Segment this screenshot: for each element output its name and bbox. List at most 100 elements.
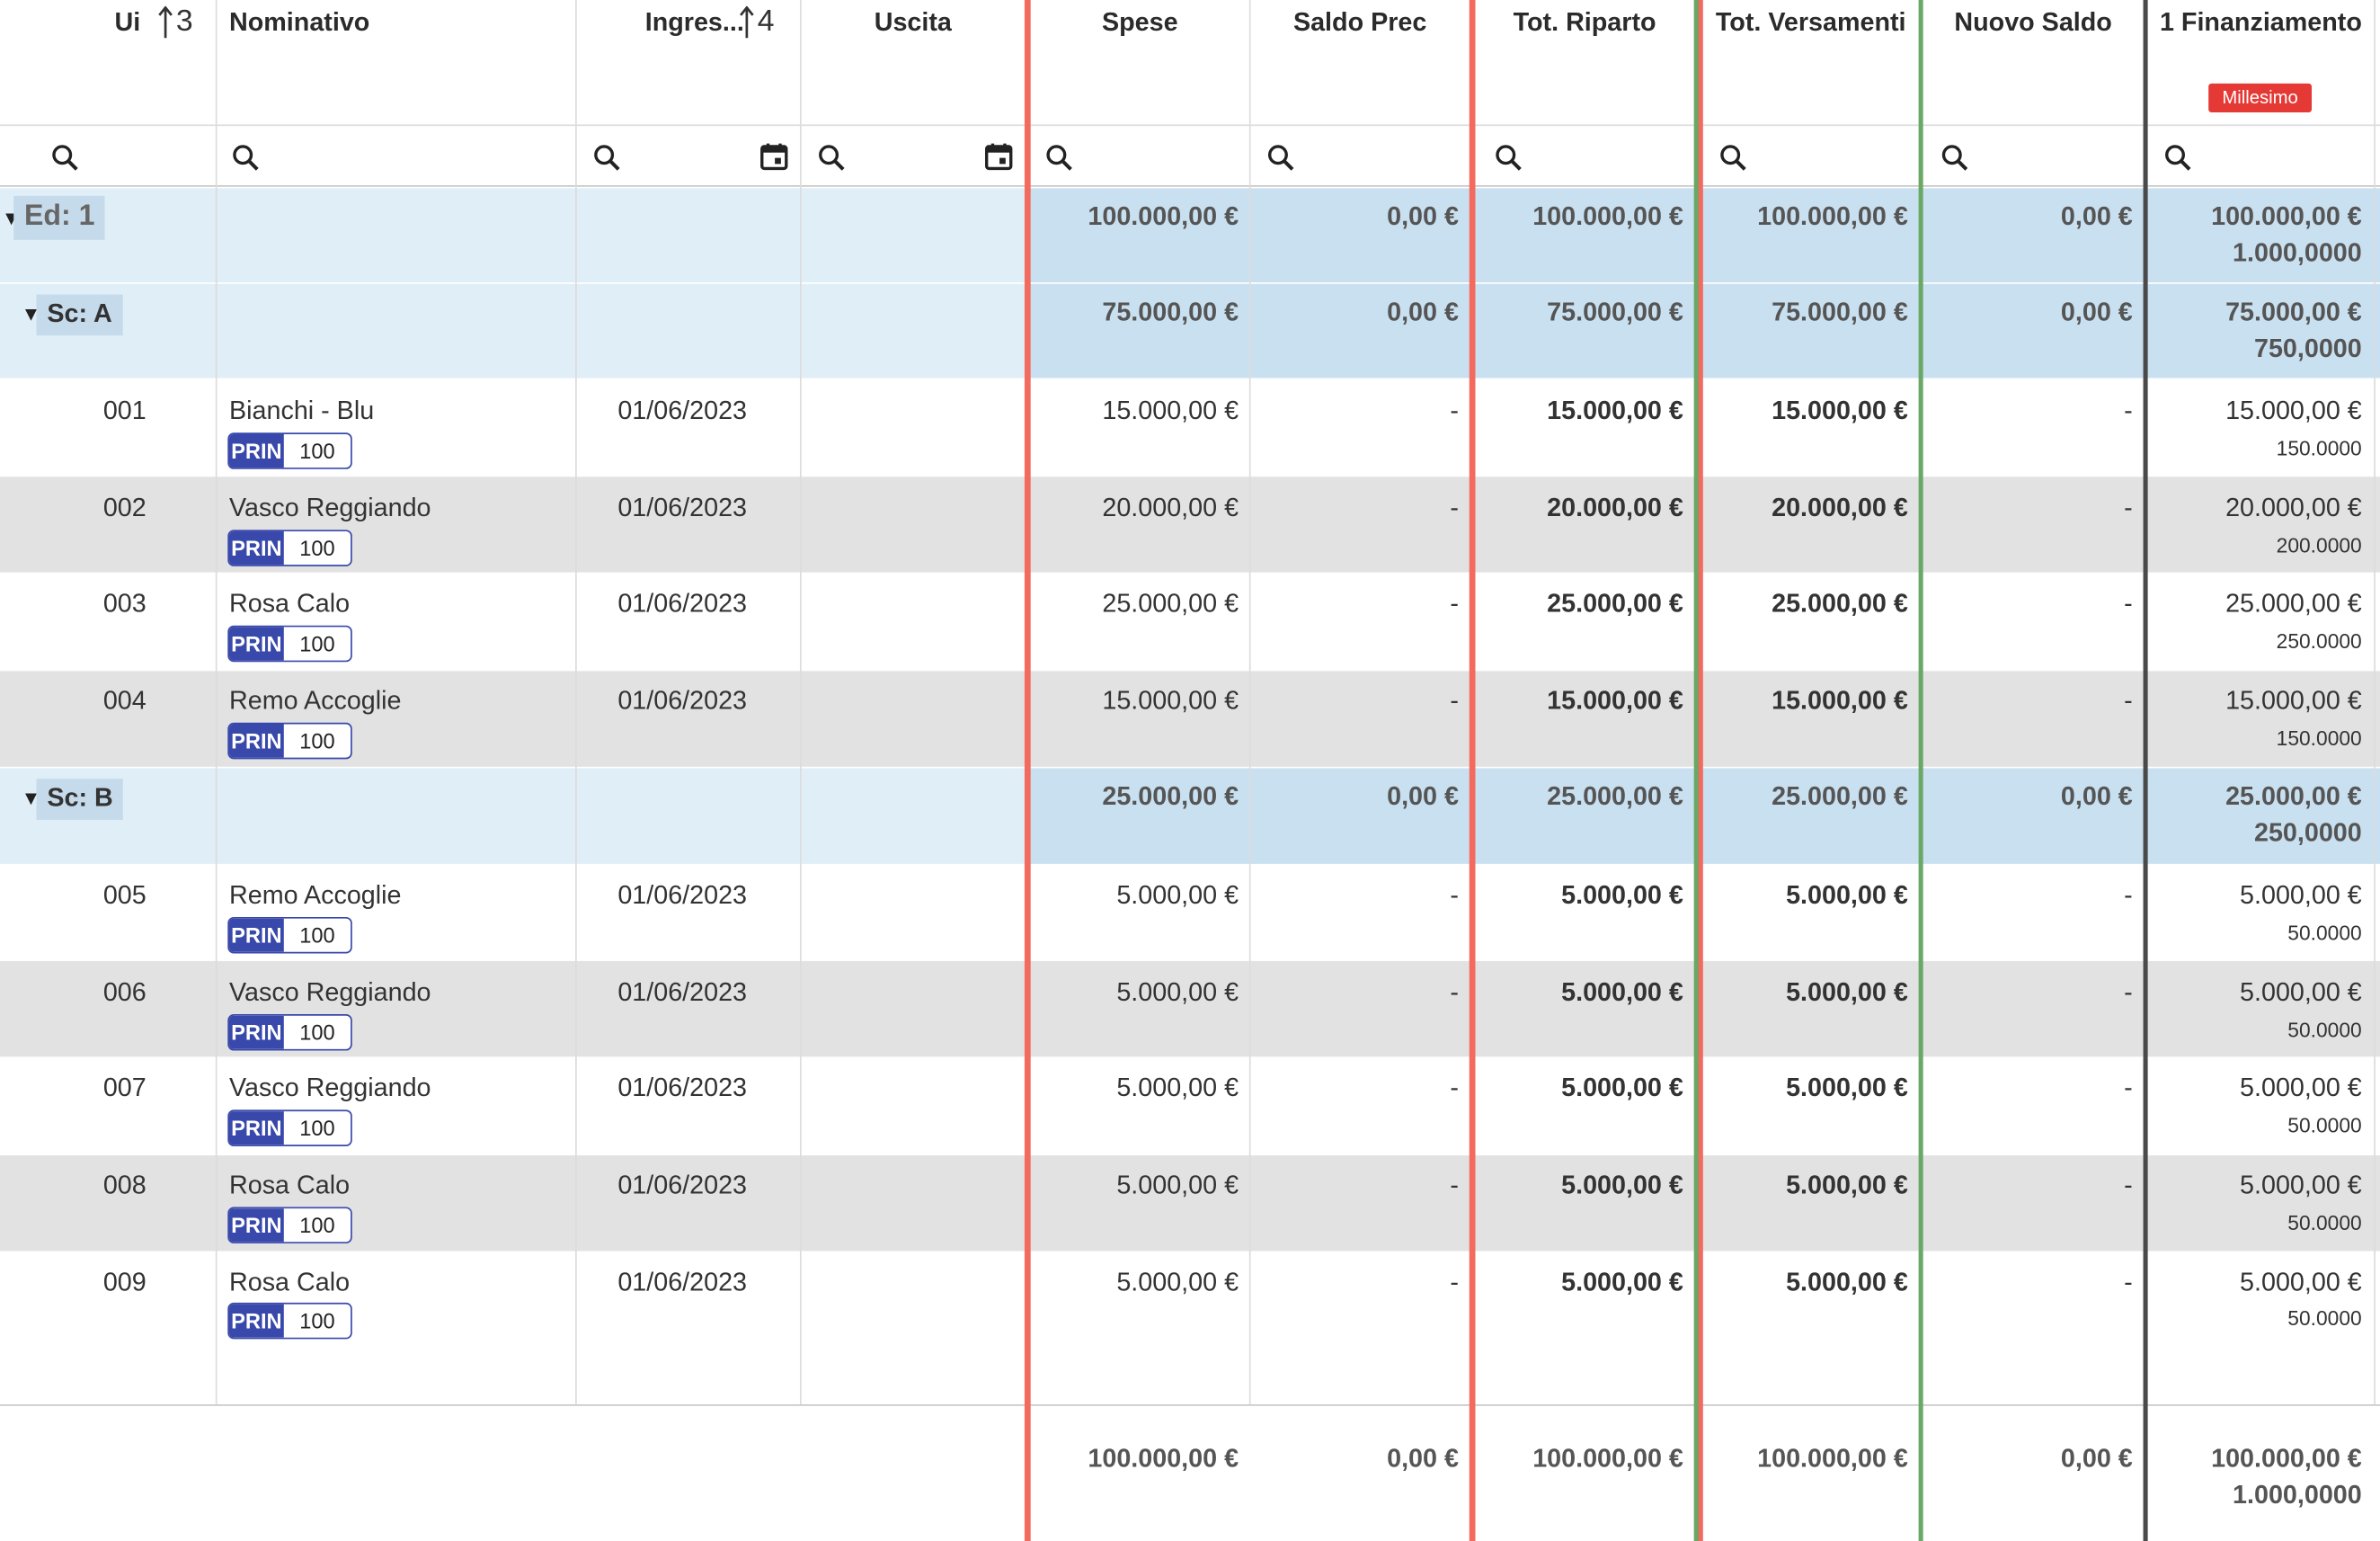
- group-sc-a-spese: 75.000,00 €: [1102, 297, 1239, 327]
- column-header-ingresso[interactable]: Ingres...: [644, 7, 744, 37]
- nominativo[interactable]: Rosa Calo: [229, 1170, 351, 1200]
- nominativo[interactable]: Bianchi - Blu: [229, 396, 375, 425]
- column-header-finanziamento[interactable]: 1 Finanziamento: [2159, 7, 2362, 37]
- saldo-prec-value: -: [1450, 1268, 1459, 1297]
- sort-arrow-icon[interactable]: 4: [739, 4, 785, 38]
- ingresso-date: 01/06/2023: [617, 493, 748, 522]
- column-header-tot-riparto[interactable]: Tot. Riparto: [1513, 7, 1656, 37]
- tot-versamenti-value: 15.000,00 €: [1772, 396, 1908, 425]
- search-icon[interactable]: [1494, 143, 1524, 174]
- nominativo[interactable]: Remo Accoglie: [229, 880, 402, 910]
- caret-down-icon[interactable]: ▼: [21, 302, 41, 325]
- nominativo[interactable]: Vasco Reggiando: [229, 977, 431, 1007]
- table-row[interactable]: [0, 379, 2380, 475]
- tot-versamenti-value: 5.000,00 €: [1786, 1268, 1908, 1297]
- column-header-tot-versamenti[interactable]: Tot. Versamenti: [1715, 7, 1906, 37]
- column-separator-green: [1693, 0, 1701, 1541]
- prin-chip: PRIN 100: [227, 1302, 352, 1340]
- millesimo-badge: Millesimo: [2208, 83, 2313, 112]
- caret-down-icon[interactable]: ▼: [21, 786, 41, 810]
- table-row[interactable]: [0, 1155, 2380, 1252]
- prin-chip: PRIN 100: [227, 916, 352, 954]
- column-separator-green: [1918, 0, 1923, 1541]
- group-row-sc-a[interactable]: [0, 283, 2380, 379]
- group-sc-b-saldo-prec: 0,00 €: [1387, 781, 1459, 811]
- group-row-ed[interactable]: [0, 188, 2380, 283]
- nominativo[interactable]: Vasco Reggiando: [229, 493, 431, 522]
- search-icon[interactable]: [1940, 143, 1970, 174]
- search-icon[interactable]: [592, 143, 623, 174]
- millesimi-value: 50.0000: [2287, 1211, 2362, 1234]
- tot-versamenti-value: 5.000,00 €: [1786, 880, 1908, 910]
- finanziamento-value: 5.000,00 €: [2240, 1170, 2362, 1200]
- divider: [0, 1404, 2380, 1406]
- nuovo-saldo-value: -: [2124, 396, 2133, 425]
- group-label-sc-a: Sc: A: [36, 294, 123, 336]
- column-header-uscita[interactable]: Uscita: [874, 7, 952, 37]
- saldo-prec-value: -: [1450, 880, 1459, 910]
- tot-riparto-value: 5.000,00 €: [1561, 977, 1683, 1007]
- finanziamento-value: 20.000,00 €: [2225, 493, 2362, 522]
- nuovo-saldo-value: -: [2124, 880, 2133, 910]
- millesimi-value: 150.0000: [2276, 437, 2362, 460]
- ui-code: 002: [102, 493, 147, 522]
- nominativo[interactable]: Vasco Reggiando: [229, 1073, 431, 1102]
- nominativo[interactable]: Rosa Calo: [229, 589, 351, 619]
- group-row-sc-b[interactable]: [0, 768, 2380, 864]
- column-separator-red: [1469, 0, 1476, 1541]
- prin-chip: PRIN 100: [227, 1207, 352, 1244]
- nuovo-saldo-value: -: [2124, 589, 2133, 619]
- finanziamento-value: 5.000,00 €: [2240, 880, 2362, 910]
- tot-riparto-value: 25.000,00 €: [1547, 589, 1683, 619]
- table-row[interactable]: [0, 960, 2380, 1057]
- sort-arrow-icon[interactable]: 3: [158, 4, 198, 38]
- saldo-prec-value: -: [1450, 1073, 1459, 1102]
- group-ed-saldo-prec: 0,00 €: [1387, 201, 1459, 231]
- total-tot-versamenti: 100.000,00 €: [1757, 1443, 1908, 1474]
- spese-value: 5.000,00 €: [1116, 1170, 1239, 1200]
- column-header-nominativo[interactable]: Nominativo: [229, 7, 370, 37]
- calendar-icon[interactable]: [759, 141, 789, 172]
- calendar-icon[interactable]: [983, 141, 1014, 172]
- table-row[interactable]: [0, 671, 2380, 767]
- column-header-spese[interactable]: Spese: [1101, 7, 1178, 37]
- search-icon[interactable]: [2163, 143, 2194, 174]
- prin-chip: PRIN 100: [227, 625, 352, 663]
- column-header-saldo-prec[interactable]: Saldo Prec: [1292, 7, 1427, 37]
- group-label-sc-b: Sc: B: [36, 779, 124, 820]
- tot-versamenti-value: 5.000,00 €: [1786, 1170, 1908, 1200]
- nominativo[interactable]: Remo Accoglie: [229, 686, 402, 716]
- divider: [0, 124, 2380, 127]
- spese-value: 15.000,00 €: [1102, 686, 1239, 716]
- ingresso-date: 01/06/2023: [617, 1268, 748, 1297]
- ui-code: 004: [102, 686, 147, 716]
- column-separator-red: [1698, 0, 1703, 1541]
- tot-riparto-value: 5.000,00 €: [1561, 1170, 1683, 1200]
- group-ed-spese: 100.000,00 €: [1088, 201, 1239, 231]
- ingresso-date: 01/06/2023: [617, 977, 748, 1007]
- nominativo[interactable]: Rosa Calo: [229, 1268, 351, 1297]
- tot-riparto-value: 15.000,00 €: [1547, 396, 1683, 425]
- nuovo-saldo-value: -: [2124, 1073, 2133, 1102]
- spese-value: 5.000,00 €: [1116, 977, 1239, 1007]
- search-icon[interactable]: [1265, 143, 1296, 174]
- table-row[interactable]: [0, 477, 2380, 573]
- search-icon[interactable]: [50, 143, 81, 174]
- column-header-nuovo-saldo[interactable]: Nuovo Saldo: [1954, 7, 2112, 37]
- millesimi-value: 50.0000: [2287, 1306, 2362, 1331]
- search-icon[interactable]: [231, 143, 262, 174]
- search-icon[interactable]: [1718, 143, 1749, 174]
- column-separator-red: [1024, 0, 1031, 1541]
- column-header-ui[interactable]: Ui: [114, 7, 141, 37]
- finanziamento-value: 5.000,00 €: [2240, 1268, 2362, 1297]
- search-icon[interactable]: [817, 143, 848, 174]
- spese-value: 5.000,00 €: [1116, 880, 1239, 910]
- ui-code: 005: [102, 880, 147, 910]
- nuovo-saldo-value: -: [2124, 686, 2133, 716]
- ui-code: 006: [102, 977, 147, 1007]
- total-spese: 100.000,00 €: [1088, 1443, 1239, 1474]
- column-separator-dark: [2143, 0, 2148, 1541]
- nuovo-saldo-value: -: [2124, 1170, 2133, 1200]
- search-icon[interactable]: [1044, 143, 1075, 174]
